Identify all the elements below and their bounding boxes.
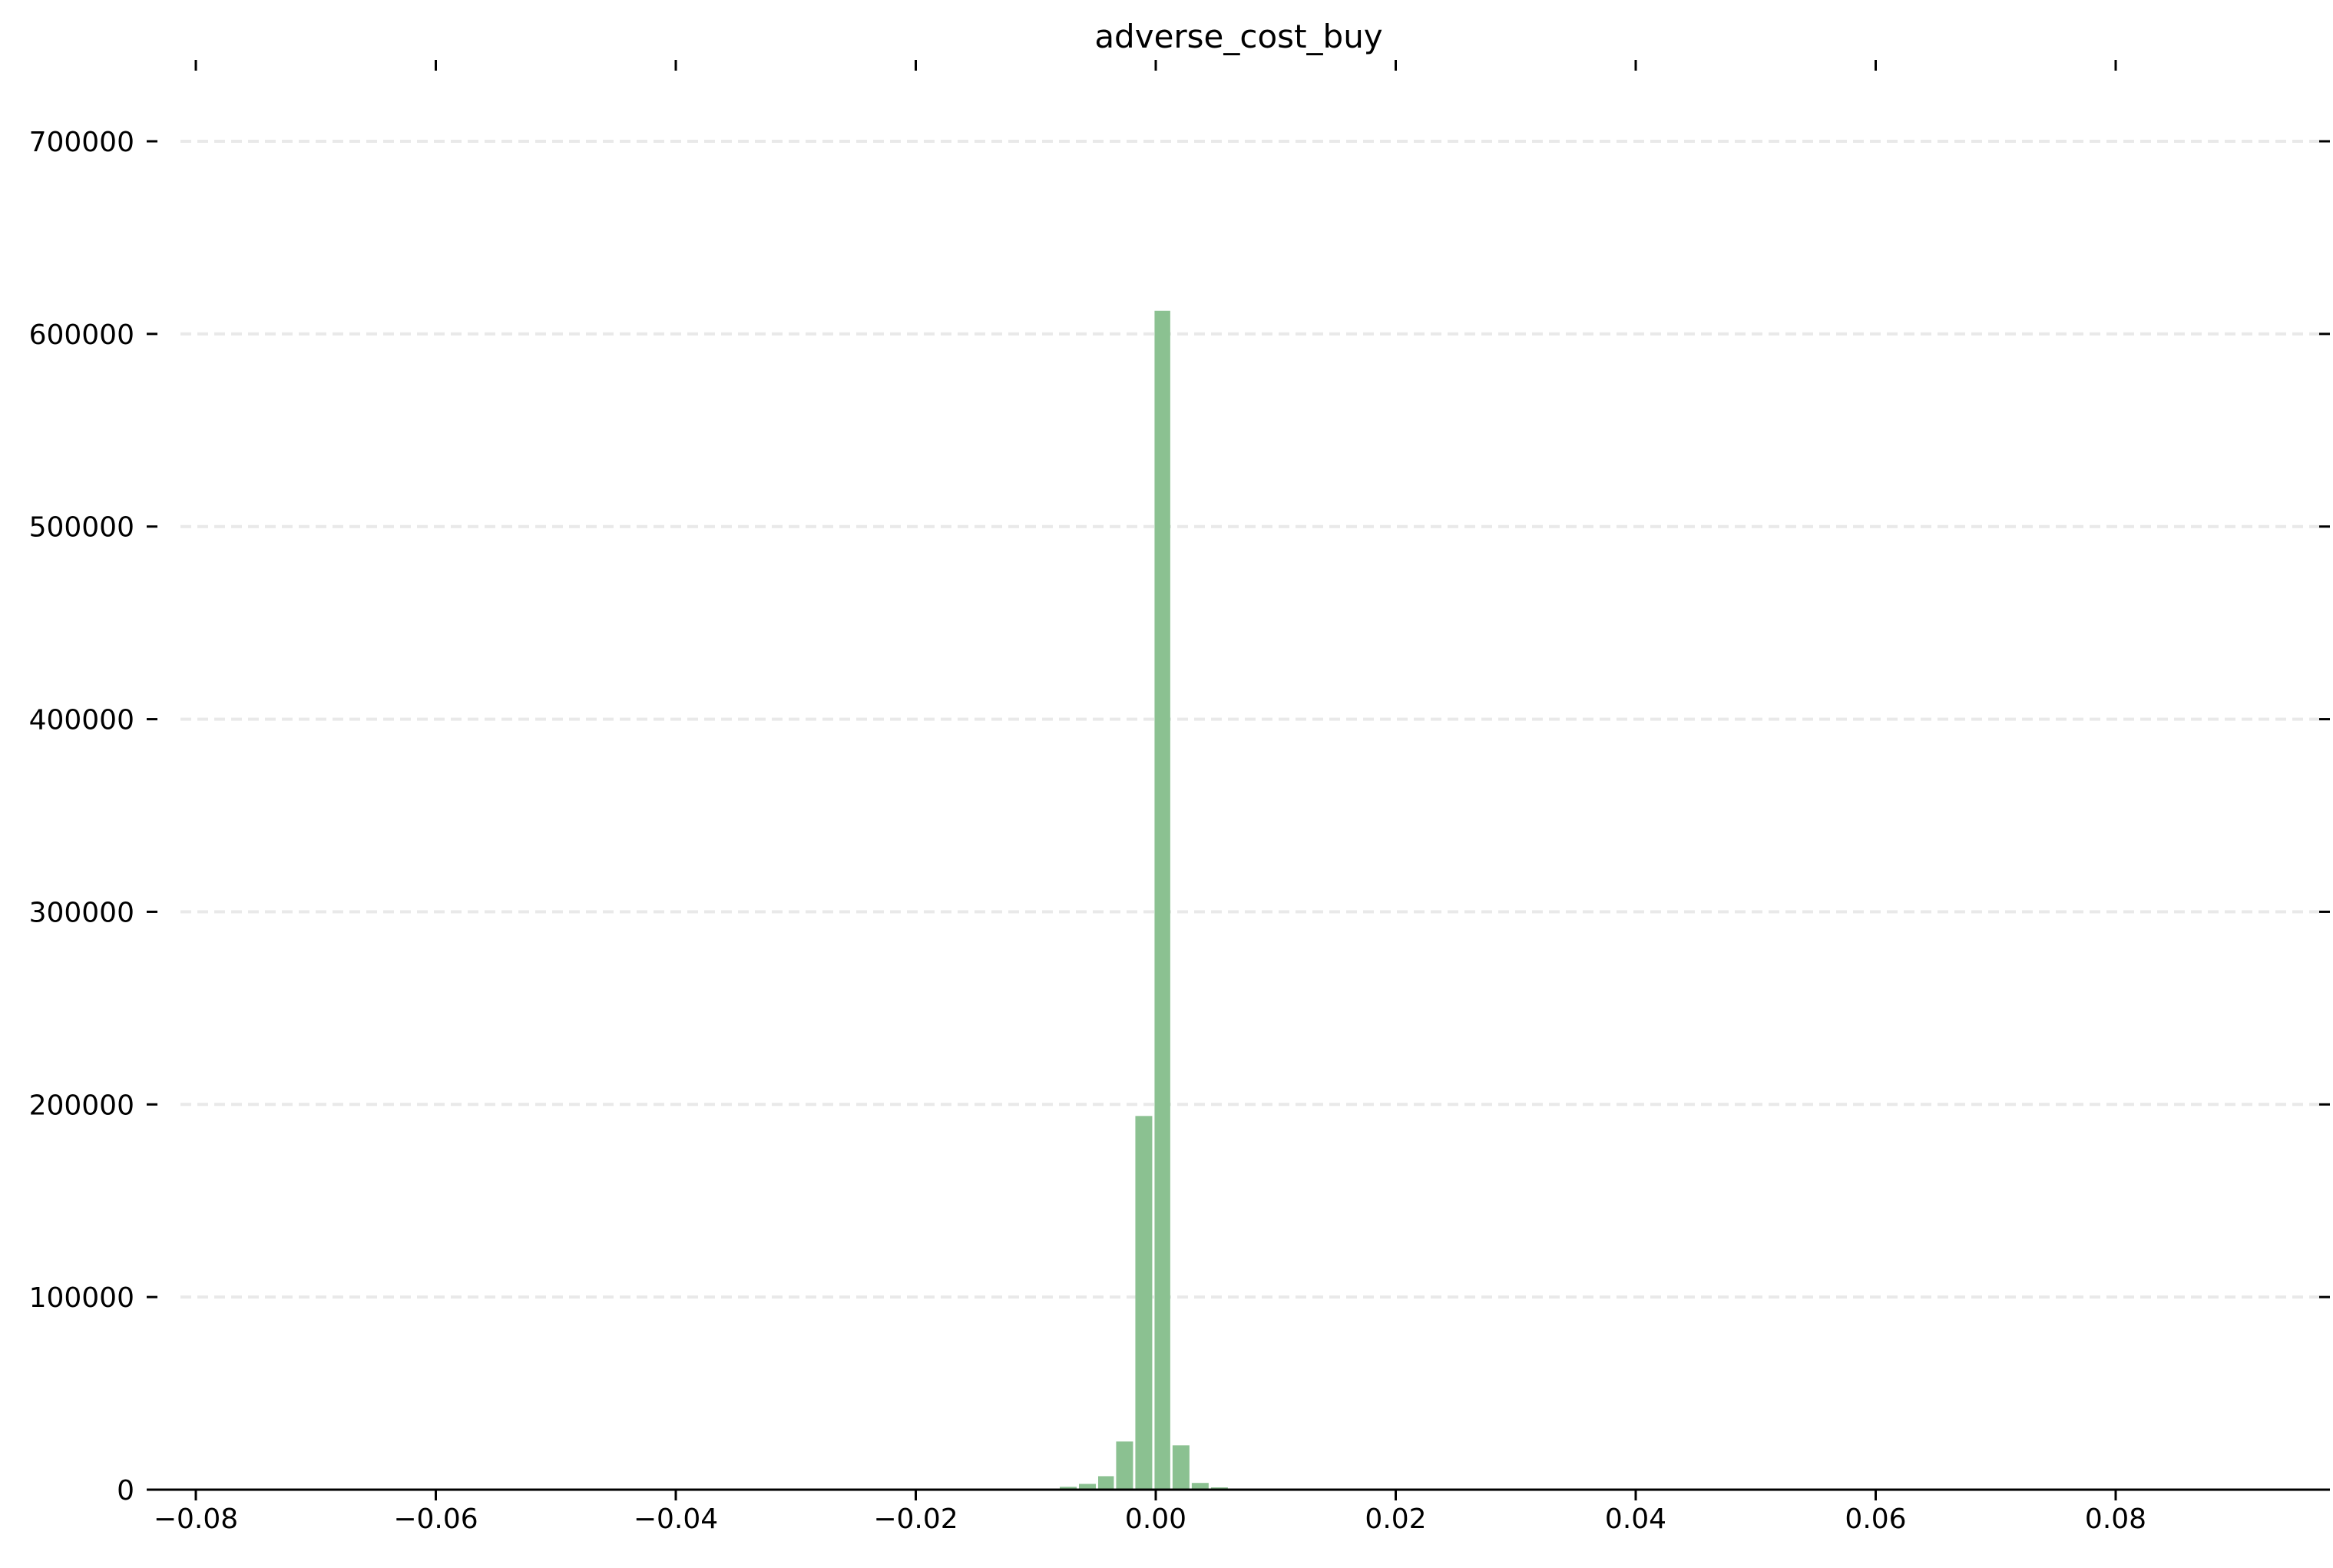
y-tick-label: 600000: [29, 319, 134, 351]
x-tick-label: 0.04: [1605, 1503, 1666, 1535]
x-tick-label: −0.04: [634, 1503, 718, 1535]
x-tick-label: −0.08: [154, 1503, 238, 1535]
y-tick-label: 500000: [29, 512, 134, 544]
histogram-bar: [1079, 1484, 1096, 1490]
y-tick-label: 100000: [29, 1282, 134, 1314]
histogram-bar: [1116, 1441, 1133, 1490]
histogram-bar: [1191, 1483, 1209, 1490]
x-axis: −0.08 −0.06 −0.04 −0.02 0.00 0.02 0.04 0.06 0.08: [154, 60, 2319, 1535]
histogram-bar: [1210, 1487, 1228, 1490]
histogram-bar: [1172, 1445, 1190, 1490]
x-tick-label: 0.08: [2085, 1503, 2146, 1535]
x-tick-label: 0.02: [1365, 1503, 1426, 1535]
y-tick-label: 200000: [29, 1090, 134, 1121]
histogram-bar: [1060, 1487, 1077, 1490]
x-tick-label: 0.06: [1845, 1503, 1906, 1535]
histogram-bar: [1135, 1116, 1153, 1490]
y-tick-label: 0: [117, 1475, 134, 1507]
histogram-bar: [1098, 1476, 1114, 1490]
chart-title: adverse_cost_buy: [1094, 18, 1382, 55]
x-tick-label: −0.06: [393, 1503, 478, 1535]
x-tick-label: 0.00: [1125, 1503, 1186, 1535]
x-tick-label: −0.02: [873, 1503, 958, 1535]
y-tick-label: 300000: [29, 897, 134, 928]
histogram-bar: [1154, 310, 1170, 1490]
gridlines: [180, 140, 2319, 1299]
y-tick-label: 400000: [29, 705, 134, 736]
y-axis: 0 100000 200000 300000 400000 500000 600000 700…: [29, 127, 2330, 1507]
histogram-bars: [1041, 310, 1246, 1490]
y-tick-label: 700000: [29, 127, 134, 158]
